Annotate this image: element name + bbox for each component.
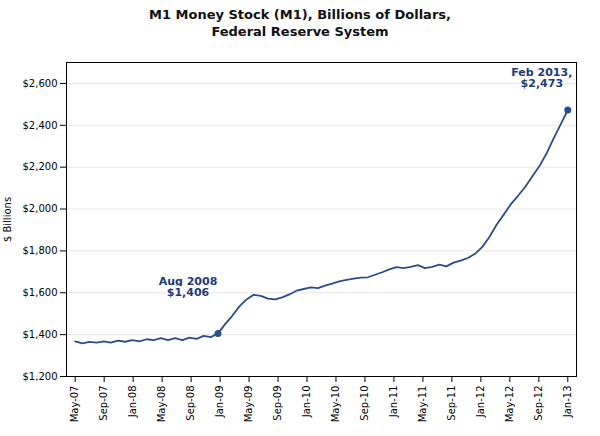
- svg-text:Aug 2008$1,406: Aug 2008$1,406: [159, 275, 218, 299]
- svg-text:May-10: May-10: [330, 386, 341, 423]
- svg-text:Sep-09: Sep-09: [272, 386, 283, 421]
- svg-text:Jan-13: Jan-13: [562, 386, 573, 419]
- svg-text:May-09: May-09: [243, 386, 254, 423]
- svg-text:May-12: May-12: [504, 386, 515, 423]
- svg-text:Jan-11: Jan-11: [388, 386, 399, 419]
- svg-text:$2,600: $2,600: [23, 78, 58, 89]
- svg-text:$1,800: $1,800: [23, 245, 58, 256]
- html-text:Federal Reserve System: Federal Reserve System: [211, 24, 389, 39]
- svg-text:Sep-07: Sep-07: [98, 386, 109, 421]
- svg-text:Jan-09: Jan-09: [214, 386, 225, 419]
- svg-text:May-07: May-07: [69, 386, 80, 423]
- svg-text:$1,200: $1,200: [23, 371, 58, 382]
- svg-text:$1,600: $1,600: [23, 287, 58, 298]
- svg-text:Sep-10: Sep-10: [359, 386, 370, 421]
- svg-text:$2,400: $2,400: [23, 120, 58, 131]
- svg-text:$2,200: $2,200: [23, 161, 58, 172]
- svg-text:Sep-08: Sep-08: [185, 386, 196, 421]
- html-text:M1 Money Stock (M1), Billions: M1 Money Stock (M1), Billions of Dollars…: [149, 7, 451, 22]
- svg-text:$2,000: $2,000: [23, 203, 58, 214]
- svg-text:Jan-12: Jan-12: [475, 386, 486, 419]
- svg-text:May-08: May-08: [156, 386, 167, 423]
- svg-text:$1,400: $1,400: [23, 329, 58, 340]
- svg-text:Sep-12: Sep-12: [533, 386, 544, 421]
- svg-text:Sep-11: Sep-11: [446, 386, 457, 421]
- svg-text:$ Billions: $ Billions: [2, 197, 13, 242]
- svg-text:Jan-08: Jan-08: [127, 386, 138, 419]
- svg-text:Jan-10: Jan-10: [301, 386, 312, 419]
- svg-text:May-11: May-11: [417, 386, 428, 423]
- svg-text:Feb 2013,$2,473: Feb 2013,$2,473: [511, 66, 572, 90]
